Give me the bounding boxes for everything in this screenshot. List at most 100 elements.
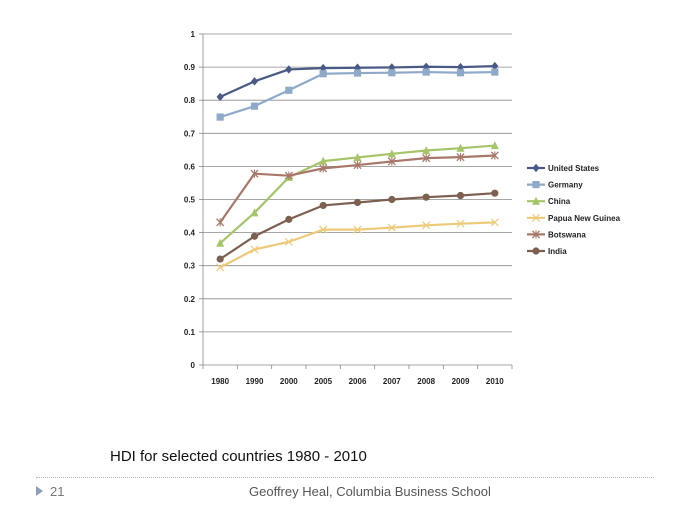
y-tick-label: 0.9 — [184, 63, 196, 72]
legend-label: Germany — [548, 181, 583, 190]
data-point-india — [422, 193, 430, 201]
series-papua-new-guinea — [216, 218, 499, 272]
y-tick-label: 1 — [191, 30, 196, 39]
x-tick-label: 2007 — [383, 377, 401, 386]
data-point-germany — [422, 68, 430, 76]
data-point-china — [319, 156, 328, 165]
data-point-china — [387, 149, 396, 158]
data-point-germany — [285, 86, 293, 94]
data-point-germany — [353, 69, 362, 77]
data-point-germany — [456, 69, 465, 77]
data-point-botswana — [319, 164, 328, 173]
data-point-papua-new-guinea — [456, 219, 465, 228]
slide-number: 21 — [50, 484, 65, 499]
legend-swatch-marker — [532, 163, 540, 173]
data-point-india — [353, 198, 362, 207]
legend-swatch-marker — [532, 181, 540, 189]
chart-gridlines — [203, 33, 512, 333]
legend-entry-united-states: United States — [527, 163, 600, 173]
chart-axes — [199, 33, 513, 369]
data-point-india — [250, 232, 259, 240]
legend-entry-papua-new-guinea: Papua New Guinea — [527, 213, 621, 223]
y-tick-label: 0.4 — [184, 229, 196, 238]
data-point-india — [216, 255, 224, 263]
data-point-india — [388, 195, 396, 204]
data-point-india — [319, 201, 327, 210]
data-point-botswana — [284, 171, 293, 180]
x-tick-label: 2000 — [280, 377, 298, 386]
x-tick-label: 2009 — [452, 377, 470, 386]
legend-swatch-marker — [531, 230, 541, 239]
data-point-papua-new-guinea — [216, 263, 225, 272]
legend-label: India — [548, 247, 567, 256]
data-point-india — [285, 215, 293, 223]
data-point-india — [456, 191, 465, 200]
data-point-germany — [216, 113, 224, 121]
chart-legend: United States Germany China Papua New Guine… — [527, 163, 621, 256]
data-point-india — [491, 189, 499, 197]
data-point-china — [250, 208, 259, 217]
data-point-china — [422, 146, 431, 155]
data-point-united-states — [250, 77, 259, 86]
data-point-botswana — [456, 153, 465, 162]
y-tick-label: 0.6 — [184, 162, 196, 171]
legend-swatch-marker — [531, 213, 541, 222]
data-point-papua-new-guinea — [490, 218, 499, 227]
data-point-china — [353, 153, 362, 162]
data-point-germany — [491, 68, 499, 76]
series-china — [216, 141, 499, 247]
legend-label: United States — [548, 164, 600, 173]
data-point-china — [490, 141, 499, 150]
data-point-china — [456, 143, 465, 152]
y-tick-label: 0 — [191, 361, 196, 370]
x-tick-label: 2008 — [417, 377, 435, 386]
data-point-china — [216, 238, 225, 247]
legend-swatch-marker — [532, 196, 540, 205]
slide-footer: Geoffrey Heal, Columbia Business School — [249, 484, 491, 499]
data-point-united-states — [491, 61, 499, 71]
data-point-papua-new-guinea — [422, 221, 431, 230]
data-point-botswana — [490, 151, 499, 160]
x-tick-label: 1990 — [246, 377, 264, 386]
data-point-united-states — [216, 92, 224, 102]
y-tick-label: 0.3 — [184, 262, 196, 271]
footer-divider — [36, 477, 654, 478]
data-point-united-states — [422, 62, 430, 71]
y-tick-label: 0.5 — [184, 196, 196, 205]
data-point-germany — [250, 102, 259, 110]
series-botswana — [216, 151, 499, 227]
x-tick-label: 2006 — [349, 377, 367, 386]
y-axis-ticks: 0 0.1 0.2 0.3 0.4 0.5 0.6 0.7 0.8 0.9 1 — [184, 30, 196, 370]
x-tick-label: 2005 — [314, 377, 332, 386]
slide-bullet-icon — [36, 486, 43, 496]
chart-caption: HDI for selected countries 1980 - 2010 — [110, 448, 367, 465]
legend-label: Botswana — [548, 230, 586, 239]
y-tick-label: 0.8 — [184, 96, 196, 105]
data-point-united-states — [285, 65, 293, 74]
legend-entry-botswana: Botswana — [527, 230, 586, 239]
legend-swatch-marker — [532, 247, 540, 255]
data-point-papua-new-guinea — [319, 225, 328, 234]
data-point-botswana — [422, 154, 431, 163]
data-point-botswana — [216, 218, 225, 227]
series-germany — [216, 68, 499, 121]
data-point-papua-new-guinea — [387, 223, 396, 232]
data-point-papua-new-guinea — [353, 225, 362, 234]
data-point-germany — [319, 70, 327, 78]
legend-entry-china: China — [527, 196, 571, 206]
y-tick-label: 0.2 — [184, 295, 196, 304]
y-tick-label: 0.7 — [184, 129, 196, 138]
series-india — [216, 189, 499, 263]
x-axis-ticks: 1980 1990 2000 2005 2006 2007 2008 2009 2010 — [211, 377, 504, 386]
series-united-states — [216, 61, 499, 102]
data-point-botswana — [250, 169, 259, 178]
data-point-germany — [388, 69, 396, 77]
data-point-papua-new-guinea — [250, 245, 259, 254]
legend-label: Papua New Guinea — [548, 214, 621, 223]
x-tick-label: 2010 — [486, 377, 504, 386]
data-point-papua-new-guinea — [284, 237, 293, 246]
legend-entry-india: India — [527, 247, 567, 256]
y-tick-label: 0.1 — [184, 328, 196, 337]
chart-series — [216, 61, 499, 272]
